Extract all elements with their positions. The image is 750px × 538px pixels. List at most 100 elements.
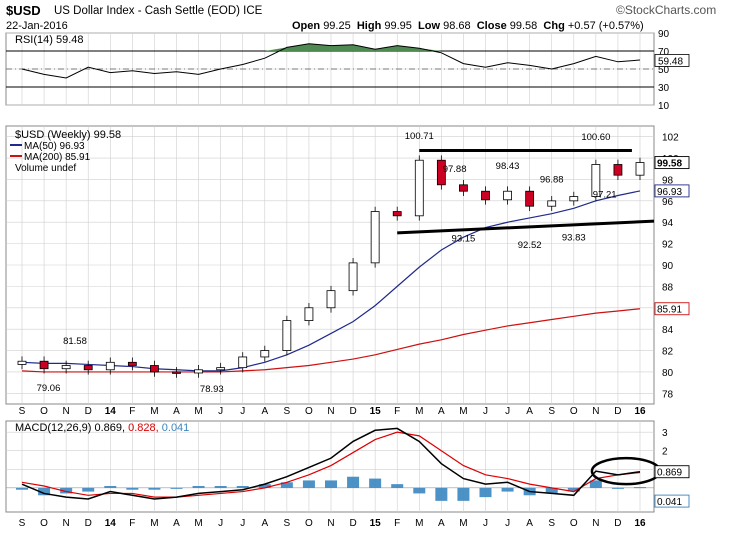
candle-body <box>83 365 93 371</box>
macd-legend-part: 0.869, <box>94 422 128 434</box>
macd-panel-frame <box>5 420 655 513</box>
price-annotation: 100.60 <box>581 132 610 143</box>
macd-histogram-bar <box>16 487 28 490</box>
candle-body <box>591 164 601 197</box>
price-annotation: 100.71 <box>405 131 434 142</box>
candle-body <box>61 365 71 370</box>
x-tick-label: S <box>284 406 291 417</box>
price-tick-label: 78 <box>662 389 674 400</box>
candle-body <box>569 196 579 202</box>
x-tick-label: S <box>19 518 26 529</box>
x-tick-label: O <box>40 518 48 529</box>
macd-histogram-bar <box>104 486 117 488</box>
candle-body <box>503 190 512 201</box>
x-tick-label: N <box>63 406 70 417</box>
x-tick-label: J <box>505 406 510 417</box>
rsi-tick-label: 30 <box>658 83 670 94</box>
x-tick-label: A <box>526 406 533 417</box>
macd-histogram-bar <box>413 487 426 494</box>
macd-legend-part: MACD(12,26,9) <box>15 422 94 434</box>
x-tick-label: A <box>526 518 533 529</box>
x-tick-label: J <box>240 406 245 417</box>
macd-histogram-bar <box>611 487 624 489</box>
rsi-overbought-fill <box>22 43 640 51</box>
candle-body <box>260 350 270 358</box>
crossover-highlight-ellipse <box>590 456 662 486</box>
price-annotation: 98.43 <box>496 161 520 172</box>
price-annotation: 96.88 <box>540 175 564 186</box>
x-tick-label: 14 <box>105 518 117 529</box>
x-tick-label: F <box>394 518 400 529</box>
macd-histogram-bar <box>192 486 205 488</box>
macd-last-box <box>654 465 690 479</box>
candle-body <box>613 164 623 176</box>
x-tick-label: O <box>570 518 578 529</box>
macd-histogram-bar <box>435 487 448 501</box>
x-tick-label: J <box>505 518 510 529</box>
price-annotation: 97.88 <box>443 164 467 175</box>
candle-body <box>39 360 49 370</box>
macd-histogram-bar <box>501 487 514 492</box>
x-tick-label: A <box>438 406 445 417</box>
x-tick-label: S <box>548 406 555 417</box>
macd-histogram-bar <box>589 480 602 488</box>
candle-body <box>370 211 380 264</box>
candle-body <box>525 190 535 207</box>
x-tick-label: N <box>592 406 599 417</box>
price-annotation: 81.58 <box>63 336 87 347</box>
ma200-last-box <box>654 302 690 316</box>
candle-body <box>414 159 424 217</box>
macd-histogram-bar <box>126 487 139 490</box>
ma200-last-label: 85.91 <box>657 305 682 316</box>
macd-line <box>21 427 641 500</box>
x-tick-label: O <box>305 518 313 529</box>
x-tick-label: J <box>240 518 245 529</box>
candle-body <box>150 365 159 373</box>
chart-date: 22-Jan-2016 <box>6 20 68 32</box>
volume-legend: Volume undef <box>15 163 76 174</box>
candle-body <box>481 190 490 201</box>
price-title: $USD (Weekly) 99.58 <box>15 129 121 141</box>
x-tick-label: D <box>349 518 356 529</box>
ma200-legend: MA(200) 85.91 <box>24 152 91 163</box>
high-value: 99.95 <box>384 20 412 32</box>
macd-last-label: 0.869 <box>657 468 682 479</box>
ohlc-summary: Open 99.25 High 99.95 Low 98.68 Close 99… <box>292 20 644 32</box>
x-tick-label: N <box>327 406 334 417</box>
candle-body <box>635 162 645 176</box>
candle-body <box>127 361 137 366</box>
macd-histogram-bar <box>60 487 73 494</box>
last-price-box <box>654 156 690 170</box>
macd-histogram-bar <box>325 480 337 488</box>
close-value: 99.58 <box>509 20 538 32</box>
rsi-tick-label: 70 <box>658 47 670 58</box>
x-tick-label: D <box>85 518 92 529</box>
x-tick-label: N <box>327 518 334 529</box>
x-tick-label: 15 <box>370 518 382 529</box>
price-tick-label: 96 <box>662 197 674 208</box>
x-tick-label: M <box>150 406 158 417</box>
price-tick-label: 84 <box>662 325 674 336</box>
x-tick-label: M <box>459 406 467 417</box>
x-tick-label: O <box>40 406 48 417</box>
macd-histogram-bar <box>280 482 293 488</box>
macd-histogram-bar <box>369 478 382 488</box>
candle-body <box>547 200 557 207</box>
candle-body <box>392 211 402 217</box>
macd-histogram-bar <box>82 487 95 492</box>
x-tick-label: J <box>218 518 223 529</box>
ma50-last-label: 96.93 <box>657 187 682 198</box>
x-tick-label: J <box>483 518 488 529</box>
x-tick-label: S <box>548 518 555 529</box>
x-tick-label: M <box>415 406 423 417</box>
macd-histogram-bar <box>545 487 558 494</box>
close-label: Close <box>476 20 507 32</box>
low-label: Low <box>418 20 441 32</box>
macd-tick-label: 2 <box>662 447 668 458</box>
ma200-line <box>21 308 641 373</box>
hist-last-box <box>654 494 690 508</box>
x-tick-label: M <box>150 518 158 529</box>
candle-body <box>238 356 248 369</box>
x-tick-label: 14 <box>105 406 117 417</box>
